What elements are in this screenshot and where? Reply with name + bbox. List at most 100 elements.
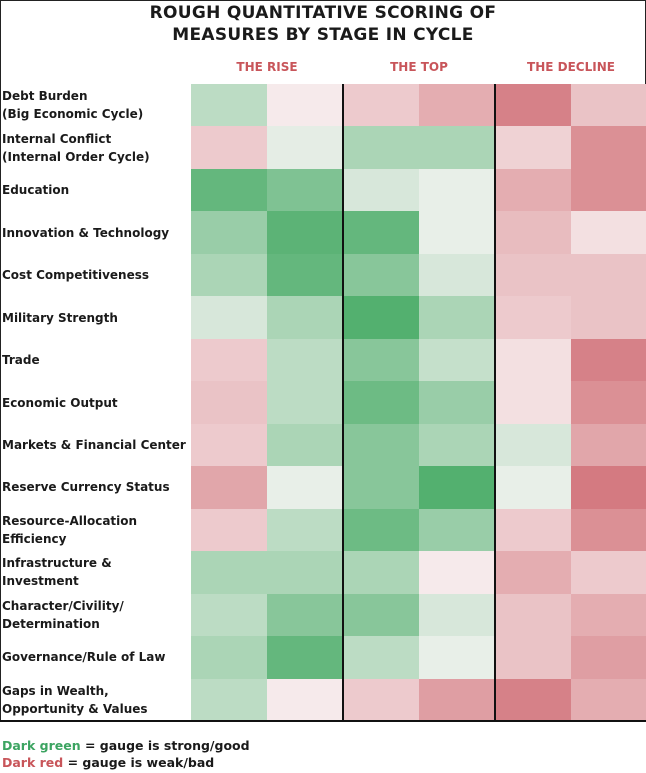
bottom-rule [0, 720, 646, 722]
heatmap-cell [191, 508, 267, 552]
row-label: Military Strength [2, 296, 190, 338]
stage-header-the-top: THE TOP [390, 60, 448, 74]
chart-title: ROUGH QUANTITATIVE SCORING OF MEASURES BY… [0, 2, 646, 46]
heatmap-cell [571, 338, 646, 382]
heatmap-cell [191, 253, 267, 297]
heatmap-cell [267, 126, 343, 170]
stage-header-the-rise: THE RISE [236, 60, 298, 74]
heatmap-cell [343, 338, 419, 382]
row-label: Trade [2, 339, 190, 381]
legend-green-text: = gauge is strong/good [80, 738, 250, 753]
heatmap-cell [495, 253, 571, 297]
heatmap-cell [571, 593, 646, 637]
row-label-text: Infrastructure & Investment [2, 556, 112, 589]
heatmap-cell [495, 381, 571, 425]
heatmap-cell [343, 678, 419, 722]
heatmap-cell [495, 296, 571, 340]
row-label-text: Innovation & Technology [2, 225, 170, 240]
row-label-text: Gaps in Wealth, Opportunity & Values [2, 683, 148, 716]
row-label: Gaps in Wealth, Opportunity & Values [2, 679, 190, 721]
heatmap-cell [419, 508, 495, 552]
heatmap-cell [343, 423, 419, 467]
heatmap-cell [191, 126, 267, 170]
row-label: Reserve Currency Status [2, 466, 190, 508]
heatmap-cell [571, 508, 646, 552]
row-label-text: Debt Burden (Big Economic Cycle) [2, 89, 144, 122]
legend-red: Dark red = gauge is weak/bad [2, 755, 214, 771]
stage-header-the-decline: THE DECLINE [527, 60, 615, 74]
heatmap-cell [571, 296, 646, 340]
heatmap-cell [419, 551, 495, 595]
heatmap-cell [571, 466, 646, 510]
row-label: Governance/Rule of Law [2, 636, 190, 678]
heatmap-cell [571, 551, 646, 595]
heatmap-cell [419, 338, 495, 382]
divider-top-decline [494, 84, 496, 720]
heatmap-cell [267, 423, 343, 467]
heatmap-cell [571, 678, 646, 722]
row-label: Markets & Financial Center [2, 424, 190, 466]
chart-title-line-1: ROUGH QUANTITATIVE SCORING OF [149, 3, 497, 23]
legend-red-text: = gauge is weak/bad [63, 755, 215, 770]
row-label-text: Military Strength [2, 310, 118, 325]
heatmap-cell [343, 593, 419, 637]
heatmap-cell [267, 593, 343, 637]
row-label-text: Education [2, 183, 70, 198]
heatmap-cell [343, 466, 419, 510]
heatmap-cell [495, 466, 571, 510]
row-label-text: Markets & Financial Center [2, 437, 186, 452]
heatmap-cell [495, 551, 571, 595]
heatmap-cell [343, 84, 419, 127]
heatmap-cell [571, 84, 646, 127]
heatmap-cell [267, 381, 343, 425]
row-label-text: Character/Civility/ Determination [2, 598, 124, 631]
heatmap-cell [419, 84, 495, 127]
heatmap-cell [267, 678, 343, 722]
divider-rise-top [342, 84, 344, 720]
heatmap-cell [343, 636, 419, 680]
heatmap-cell [191, 551, 267, 595]
heatmap-cell [343, 253, 419, 297]
heatmap-cell [191, 84, 267, 127]
row-label: Character/Civility/ Determination [2, 594, 190, 636]
heatmap-cell [191, 423, 267, 467]
heatmap-cell [191, 211, 267, 255]
heatmap-cell [191, 381, 267, 425]
heatmap-cell [343, 508, 419, 552]
chart-title-line-2: MEASURES BY STAGE IN CYCLE [172, 25, 474, 45]
row-label: Innovation & Technology [2, 211, 190, 253]
heatmap-cell [191, 593, 267, 637]
heatmap-cell [343, 126, 419, 170]
row-label-text: Resource-Allocation Efficiency [2, 513, 138, 546]
heatmap-cell [419, 211, 495, 255]
heatmap-cell [571, 423, 646, 467]
heatmap-cell [191, 168, 267, 212]
heatmap-cell [191, 636, 267, 680]
heatmap-cell [571, 168, 646, 212]
heatmap-cell [343, 296, 419, 340]
legend-green: Dark green = gauge is strong/good [2, 738, 250, 754]
heatmap-cell [419, 126, 495, 170]
heatmap-cell [419, 253, 495, 297]
heatmap-cell [419, 678, 495, 722]
legend-red-term: Dark red [2, 755, 64, 770]
heatmap-cell [419, 296, 495, 340]
heatmap-cell [191, 678, 267, 722]
row-label-text: Governance/Rule of Law [2, 650, 166, 665]
row-label-text: Internal Conflict (Internal Order Cycle) [2, 131, 150, 164]
heatmap-cell [191, 296, 267, 340]
heatmap-cell [419, 466, 495, 510]
heatmap-cell [495, 508, 571, 552]
heatmap-cell [191, 338, 267, 382]
row-label-text: Trade [2, 353, 40, 368]
heatmap-cell [571, 381, 646, 425]
row-label: Economic Output [2, 381, 190, 423]
heatmap-cell [571, 126, 646, 170]
heatmap-cell [419, 636, 495, 680]
heatmap-cell [267, 466, 343, 510]
row-label-text: Economic Output [2, 395, 118, 410]
heatmap-cell [267, 636, 343, 680]
heatmap-cell [571, 636, 646, 680]
row-label: Resource-Allocation Efficiency [2, 509, 190, 551]
heatmap-cell [495, 126, 571, 170]
